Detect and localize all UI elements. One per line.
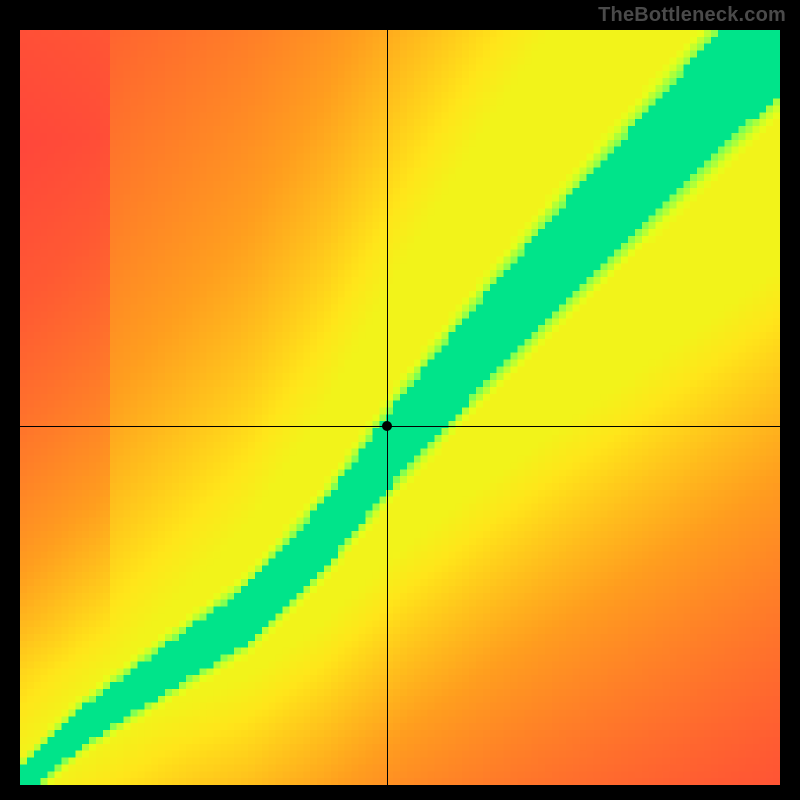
data-point-marker [382, 421, 392, 431]
watermark-text: TheBottleneck.com [598, 4, 786, 27]
heatmap-canvas [20, 30, 780, 785]
chart-container: TheBottleneck.com [0, 0, 800, 800]
crosshair-vertical [387, 30, 388, 785]
heatmap-plot-area [20, 30, 780, 785]
crosshair-horizontal [20, 426, 780, 427]
